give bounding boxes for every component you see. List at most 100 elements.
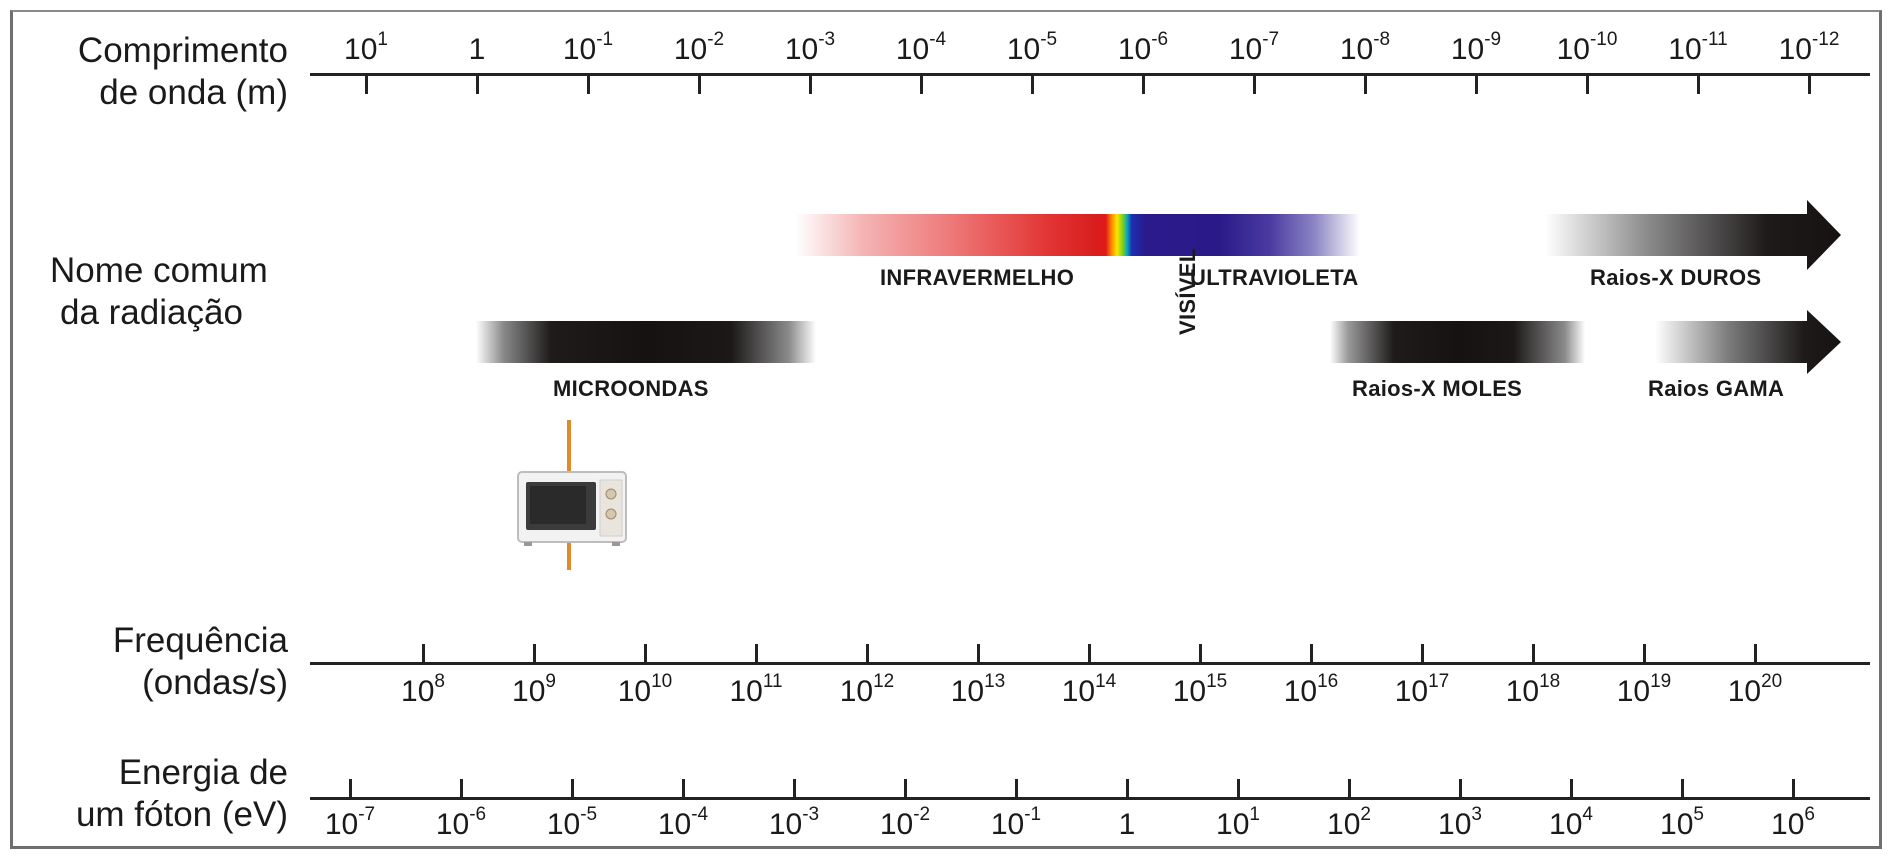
energy-tick-label: 103 <box>1438 805 1482 842</box>
tick-base: 10 <box>1006 33 1041 66</box>
frequency-tick <box>755 644 758 662</box>
tick-base: 10 <box>784 33 819 66</box>
energy-tick <box>1126 779 1129 797</box>
tick-exponent: -1 <box>596 29 614 50</box>
tick-base: 10 <box>1438 808 1472 841</box>
tick-exponent: -10 <box>1589 29 1618 50</box>
energy-tick-label: 102 <box>1327 805 1371 842</box>
tick-exponent: 3 <box>1471 804 1482 825</box>
tick-base: 10 <box>1505 675 1540 708</box>
energy-tick-label: 105 <box>1660 805 1704 842</box>
energy-tick-label: 1 <box>1119 808 1136 842</box>
tick-base: 10 <box>1549 808 1583 841</box>
frequency-row-label: Frequência (ondas/s) <box>40 620 288 704</box>
tick-base: 10 <box>895 33 930 66</box>
tick-base: 10 <box>1172 675 1207 708</box>
tick-exponent: -5 <box>580 804 598 825</box>
wavelength-tick-label: 1 <box>469 33 486 67</box>
wavelength-tick-label: 10-5 <box>1006 30 1057 67</box>
wavelength-tick <box>587 76 590 94</box>
wavelength-tick <box>1808 76 1811 94</box>
tick-exponent: -8 <box>1373 29 1391 50</box>
frequency-tick <box>1421 644 1424 662</box>
wavelength-tick-label: 10-9 <box>1450 30 1501 67</box>
tick-base: 10 <box>1727 675 1762 708</box>
tick-exponent: 11 <box>762 671 783 692</box>
energy-tick-label: 10-1 <box>990 805 1041 842</box>
wavelength-label-line2: de onda (m) <box>99 73 288 112</box>
frequency-tick <box>1310 644 1313 662</box>
energy-tick <box>1015 779 1018 797</box>
tick-base: 10 <box>1450 33 1485 66</box>
frequency-tick <box>1643 644 1646 662</box>
tick-exponent: 19 <box>1650 671 1672 692</box>
frequency-tick <box>866 644 869 662</box>
tick-base: 10 <box>1117 33 1152 66</box>
frequency-tick <box>1199 644 1202 662</box>
energy-tick <box>793 779 796 797</box>
tick-base: 10 <box>1216 808 1250 841</box>
tick-exponent: -1 <box>1024 804 1042 825</box>
frequency-label-line2: (ondas/s) <box>142 663 288 702</box>
soft-xrays-label: Raios-X MOLES <box>1352 376 1523 401</box>
tick-exponent: -3 <box>818 29 836 50</box>
microwave-oven-icon <box>517 420 627 570</box>
tick-exponent: -2 <box>913 804 931 825</box>
wavelength-tick-label: 101 <box>344 30 388 67</box>
energy-tick <box>682 779 685 797</box>
energy-tick <box>349 779 352 797</box>
tick-exponent: 16 <box>1317 671 1339 692</box>
energy-row-label: Energia de um fóton (eV) <box>40 752 288 836</box>
frequency-tick-label: 1020 <box>1727 672 1783 709</box>
tick-exponent: -7 <box>1262 29 1280 50</box>
energy-axis <box>310 797 1870 800</box>
tick-exponent: 4 <box>1582 804 1593 825</box>
frequency-tick-label: 1012 <box>840 672 895 709</box>
tick-base: 10 <box>729 675 763 708</box>
energy-tick <box>1348 779 1351 797</box>
frequency-tick-label: 1010 <box>618 672 673 709</box>
hard-xrays-arrow <box>1545 200 1841 270</box>
energy-tick <box>571 779 574 797</box>
tick-exponent: -2 <box>707 29 725 50</box>
frequency-tick-label: 108 <box>401 672 445 709</box>
frequency-tick-label: 1019 <box>1617 672 1672 709</box>
tick-exponent: 9 <box>545 671 556 692</box>
name-row-label: Nome comum da radiação <box>30 250 288 334</box>
tick-base: 10 <box>990 808 1025 841</box>
frequency-tick-label: 1011 <box>729 672 782 709</box>
frequency-tick <box>1754 644 1757 662</box>
infrared-label: INFRAVERMELHO <box>880 265 1075 290</box>
infrared-visible-ultraviolet-band <box>795 214 1360 256</box>
tick-exponent: 20 <box>1761 671 1783 692</box>
tick-base: 10 <box>879 808 914 841</box>
tick-exponent: -7 <box>358 804 376 825</box>
frequency-tick <box>644 644 647 662</box>
energy-tick-label: 101 <box>1216 805 1260 842</box>
energy-tick-label: 10-4 <box>658 805 708 842</box>
energy-tick-label: 10-2 <box>879 805 930 842</box>
tick-exponent: -11 <box>1701 29 1728 50</box>
energy-tick-label: 10-3 <box>769 805 819 842</box>
wavelength-tick <box>698 76 701 94</box>
wavelength-tick <box>809 76 812 94</box>
microwaves-label: MICROONDAS <box>553 376 709 401</box>
wavelength-axis <box>310 73 1870 76</box>
tick-base: 10 <box>1778 33 1812 66</box>
frequency-tick <box>533 644 536 662</box>
hard-xrays-label: Raios-X DUROS <box>1590 265 1762 290</box>
tick-exponent: -3 <box>802 804 820 825</box>
wavelength-tick <box>365 76 368 94</box>
tick-exponent: -9 <box>1484 29 1502 50</box>
frequency-tick-label: 109 <box>512 672 556 709</box>
tick-base: 10 <box>562 33 597 66</box>
spectrum-frame <box>10 10 1882 849</box>
frequency-tick <box>977 644 980 662</box>
frequency-tick-label: 1013 <box>951 672 1006 709</box>
wavelength-tick <box>1364 76 1367 94</box>
tick-base: 1 <box>468 33 486 66</box>
energy-tick <box>1681 779 1684 797</box>
wavelength-label-line1: Comprimento <box>77 31 288 70</box>
frequency-tick-label: 1018 <box>1505 672 1561 709</box>
tick-exponent: 17 <box>1428 671 1450 692</box>
